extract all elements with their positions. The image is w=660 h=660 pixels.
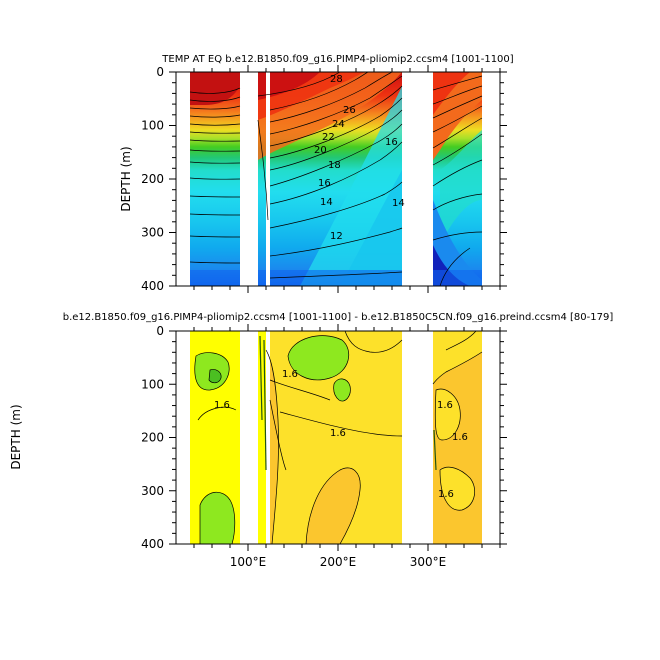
y-tick-label: 400 (141, 279, 164, 293)
bottom-contour-lines (194, 331, 483, 544)
bottom-chart-title: b.e12.B1850.f09_g16.PIMP4-pliomip2.ccsm4… (63, 312, 614, 323)
top-contour-lines (189, 72, 483, 286)
top-y-axis-label: DEPTH (m) (119, 146, 133, 211)
top-contour-fill: 28 26 24 22 20 18 16 14 12 16 14 (189, 72, 483, 286)
y-tick-label: 300 (141, 484, 164, 498)
bottom-mask-band (240, 331, 258, 544)
top-contour-label-group: 28 26 24 22 20 18 16 14 12 16 14 (314, 74, 405, 242)
bottom-y-axis: 0 100 200 300 400 (141, 324, 507, 551)
x-tick-label: 200°E (320, 555, 357, 569)
bottom-mask-band (402, 331, 433, 544)
y-tick-label: 400 (141, 537, 164, 551)
contour-label: 16 (318, 178, 331, 189)
y-tick-label: 0 (156, 65, 164, 79)
bottom-x-axis: 100°E 200°E 300°E (230, 555, 447, 569)
contour-label: 1.6 (282, 369, 298, 380)
contour-label: 1.6 (437, 400, 453, 411)
contour-label: 20 (314, 145, 327, 156)
top-mask-band (266, 72, 270, 286)
top-mask-band (402, 72, 433, 286)
bottom-streaks (259, 335, 437, 471)
y-tick-label: 0 (156, 324, 164, 338)
top-chart-title: TEMP AT EQ b.e12.B1850.f09_g16.PIMP4-pli… (161, 54, 513, 65)
contour-label: 22 (322, 132, 335, 143)
contour-label: 1.6 (214, 400, 230, 411)
contour-label: 1.6 (330, 428, 346, 439)
bottom-y-axis-label: DEPTH (m) (9, 404, 23, 469)
contour-label: 16 (385, 137, 398, 148)
x-tick-label: 100°E (230, 555, 267, 569)
top-y-axis: 0 100 200 300 400 (141, 65, 507, 293)
contour-label: 1.6 (452, 432, 468, 443)
contour-label: 1.6 (438, 489, 454, 500)
bottom-contour-fill: 1.6 1.6 1.6 1.6 1.6 1.6 (190, 331, 483, 544)
contour-label: 18 (328, 160, 341, 171)
contour-label: 14 (320, 197, 333, 208)
contour-label: 28 (330, 74, 343, 85)
top-mask-band (240, 72, 258, 286)
bottom-contour-label-group: 1.6 1.6 1.6 1.6 1.6 1.6 (214, 369, 468, 500)
y-tick-label: 300 (141, 226, 164, 240)
contour-label: 12 (330, 231, 343, 242)
x-tick-label: 300°E (410, 555, 447, 569)
bottom-mask-band (266, 331, 270, 544)
y-tick-label: 100 (141, 119, 164, 133)
y-tick-label: 100 (141, 377, 164, 391)
y-tick-label: 200 (141, 431, 164, 445)
contour-label: 26 (343, 105, 356, 116)
contour-label: 24 (332, 119, 345, 130)
contour-label: 14 (392, 198, 405, 209)
y-tick-label: 200 (141, 172, 164, 186)
